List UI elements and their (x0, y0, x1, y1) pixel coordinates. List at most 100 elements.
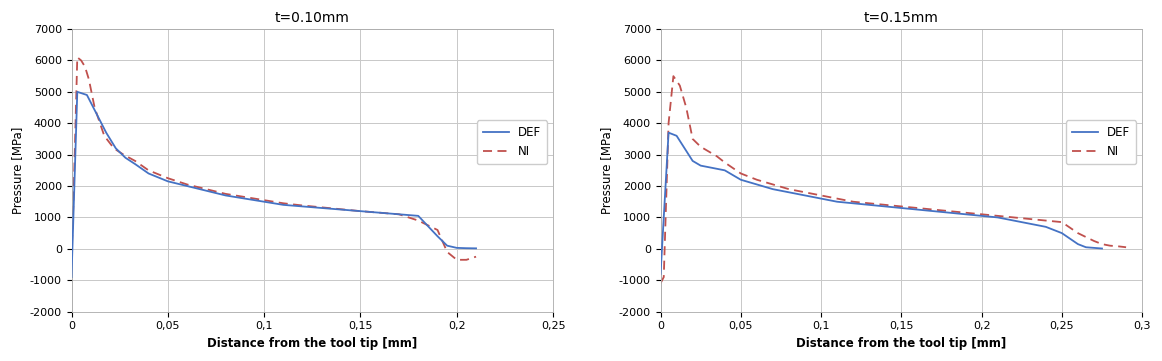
NI (895, 204, 909, 209)
NI (74, 58, 88, 62)
DEF (1006, 218, 1020, 223)
DEF (431, 234, 445, 238)
NI (218, 192, 232, 196)
DEF (459, 246, 473, 251)
NI (66, 200, 80, 204)
NI (200, 187, 214, 191)
DEF (411, 214, 425, 218)
DEF (1095, 246, 1109, 251)
NI (392, 212, 406, 217)
Title: t=0.10mm: t=0.10mm (275, 11, 350, 25)
NI (766, 182, 780, 187)
NI (846, 200, 860, 204)
DEF (686, 159, 700, 163)
DEF (392, 212, 406, 217)
DEF (815, 196, 829, 201)
DEF (830, 200, 844, 204)
DEF (718, 168, 732, 173)
DEF (702, 165, 716, 169)
NI (667, 74, 681, 78)
DEF (200, 188, 214, 193)
DEF (942, 210, 956, 215)
DEF (295, 204, 309, 209)
DEF (653, 272, 667, 276)
NI (1039, 218, 1053, 223)
Line: NI: NI (72, 57, 476, 260)
NI (991, 214, 1005, 218)
DEF (1079, 245, 1093, 249)
DEF (749, 182, 763, 187)
DEF (257, 200, 271, 204)
NI (128, 159, 142, 163)
NI (1111, 244, 1125, 248)
DEF (975, 214, 989, 218)
DEF (160, 179, 174, 183)
Line: NI: NI (660, 76, 1126, 283)
NI (81, 77, 95, 82)
DEF (1086, 246, 1100, 250)
NI (71, 55, 85, 60)
DEF (80, 93, 94, 97)
DEF (277, 203, 290, 207)
DEF (766, 187, 780, 191)
NI (257, 198, 271, 202)
DEF (694, 164, 708, 168)
NI (680, 105, 694, 110)
DEF (142, 171, 156, 176)
NI (1095, 242, 1109, 246)
DEF (991, 215, 1005, 219)
DEF (353, 209, 367, 213)
NI (1103, 244, 1117, 248)
NI (421, 223, 435, 227)
NI (798, 190, 812, 195)
DEF (1055, 231, 1069, 235)
DEF (710, 166, 724, 171)
NI (975, 212, 989, 217)
DEF (1039, 225, 1053, 229)
DEF (895, 206, 909, 210)
DEF (315, 206, 329, 210)
NI (142, 168, 156, 173)
NI (238, 195, 252, 199)
DEF (89, 112, 103, 116)
DEF (669, 134, 683, 138)
NI (959, 210, 973, 215)
NI (98, 134, 112, 138)
NI (469, 255, 483, 259)
NI (459, 258, 473, 262)
NI (782, 187, 796, 191)
NI (718, 160, 732, 165)
NI (862, 201, 876, 205)
NI (116, 152, 130, 157)
NI (686, 137, 700, 141)
NI (315, 205, 329, 209)
DEF (846, 201, 860, 205)
X-axis label: Distance from the tool tip [mm]: Distance from the tool tip [mm] (796, 337, 1006, 350)
DEF (238, 196, 252, 201)
DEF (65, 275, 79, 279)
DEF (440, 244, 454, 248)
NI (65, 256, 79, 260)
Y-axis label: Pressure [MPa]: Pressure [MPa] (600, 127, 614, 214)
NI (373, 210, 387, 215)
DEF (926, 209, 940, 213)
NI (878, 203, 892, 207)
NI (431, 228, 445, 232)
Title: t=0.15mm: t=0.15mm (863, 11, 939, 25)
NI (295, 203, 309, 208)
DEF (373, 210, 387, 215)
NI (942, 209, 956, 213)
X-axis label: Distance from the tool tip [mm]: Distance from the tool tip [mm] (207, 337, 417, 350)
NI (749, 178, 763, 182)
NI (734, 171, 748, 176)
NI (1023, 217, 1037, 221)
DEF (71, 90, 85, 94)
DEF (218, 193, 232, 197)
NI (710, 154, 724, 158)
DEF (959, 212, 973, 217)
NI (1119, 245, 1133, 249)
NI (694, 145, 708, 149)
DEF (469, 246, 483, 251)
DEF (661, 130, 675, 135)
DEF (862, 203, 876, 207)
